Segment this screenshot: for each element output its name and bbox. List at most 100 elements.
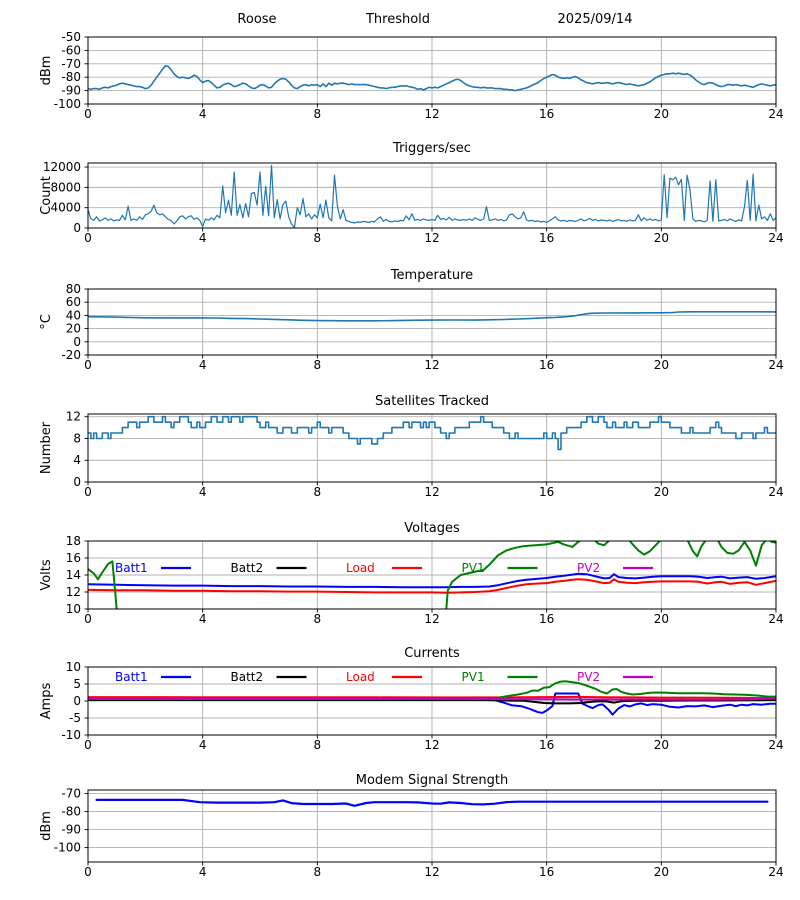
satellites-svg: 0 4 8 12 16 20 24 0 4 8 12 Satellites Tracked Number — [39, 394, 784, 499]
svg-text:60: 60 — [66, 295, 81, 309]
svg-text:4: 4 — [199, 485, 207, 499]
svg-text:Count: Count — [39, 176, 54, 215]
svg-text:8: 8 — [314, 485, 322, 499]
svg-text:12: 12 — [424, 358, 439, 372]
series-pv2-line — [88, 697, 776, 701]
svg-text:-100: -100 — [54, 841, 81, 855]
svg-text:°C: °C — [39, 314, 54, 330]
svg-text:Triggers/sec: Triggers/sec — [392, 141, 471, 156]
svg-text:4: 4 — [199, 358, 207, 372]
svg-text:8: 8 — [314, 358, 322, 372]
legend-label-batt1: Batt1 — [115, 670, 148, 684]
threshold-title: Threshold — [365, 12, 431, 27]
svg-text:-70: -70 — [61, 57, 81, 71]
svg-text:0: 0 — [84, 865, 92, 879]
svg-text:12: 12 — [424, 485, 439, 499]
svg-text:8: 8 — [314, 612, 322, 626]
svg-text:10: 10 — [66, 602, 81, 616]
svg-text:12000: 12000 — [43, 160, 81, 174]
svg-text:12: 12 — [424, 865, 439, 879]
svg-text:dBm: dBm — [39, 811, 54, 841]
svg-text:-5: -5 — [69, 711, 81, 725]
svg-text:24: 24 — [768, 865, 783, 879]
triggers-chart: 0 4 8 12 16 20 24 0 4000 8000 12000 Triggers/sec Cou… — [0, 130, 800, 260]
svg-text:-50: -50 — [61, 30, 81, 44]
svg-text:10: 10 — [66, 660, 81, 674]
svg-text:-100: -100 — [54, 97, 81, 111]
triggers-svg: 0 4 8 12 16 20 24 0 4000 8000 12000 Triggers/sec Cou… — [39, 141, 784, 245]
svg-text:-60: -60 — [61, 43, 81, 57]
svg-text:-10: -10 — [61, 728, 81, 742]
signal-strength-chart: 0 4 8 12 16 20 24 -50 -60 -70 -80 -90 -100 dBm — [0, 0, 800, 130]
modem-signal-chart: 0 4 8 12 16 20 24 -70 -80 -90 -100 Modem Signal Str… — [0, 765, 800, 900]
svg-text:8000: 8000 — [50, 180, 81, 194]
series-number-line — [88, 415, 776, 451]
svg-text:16: 16 — [539, 738, 554, 752]
svg-text:-90: -90 — [61, 84, 81, 98]
series-batt1-line — [88, 692, 776, 716]
svg-text:12: 12 — [66, 410, 81, 424]
series-pv1-line — [88, 541, 776, 609]
svg-text:12: 12 — [424, 231, 439, 245]
svg-text:20: 20 — [66, 322, 81, 336]
svg-text:-80: -80 — [61, 805, 81, 819]
svg-text:Voltages: Voltages — [404, 521, 460, 536]
voltages-chart: 0 4 8 12 16 20 24 10 12 14 16 18 Voltages Volts Batt1 B… — [0, 515, 800, 640]
svg-text:12: 12 — [66, 585, 81, 599]
legend-label-pv2: PV2 — [577, 561, 600, 575]
legend-label-batt2: Batt2 — [231, 561, 264, 575]
svg-text:16: 16 — [66, 551, 81, 565]
temperature-chart: 0 4 8 12 16 20 24 -20 0 20 40 60 80 Temperature °C — [0, 260, 800, 385]
legend-label-pv1: PV1 — [462, 561, 485, 575]
svg-text:dBm: dBm — [39, 56, 54, 86]
svg-text:8: 8 — [314, 107, 322, 121]
svg-text:4: 4 — [199, 107, 207, 121]
series-dbm-line — [88, 65, 776, 92]
svg-text:0: 0 — [73, 694, 81, 708]
svg-text:20: 20 — [654, 612, 669, 626]
svg-text:0: 0 — [84, 738, 92, 752]
svg-text:24: 24 — [768, 107, 783, 121]
svg-text:-20: -20 — [61, 348, 81, 362]
svg-text:Modem Signal Strength: Modem Signal Strength — [356, 773, 509, 788]
svg-text:4: 4 — [199, 231, 207, 245]
svg-text:16: 16 — [539, 107, 554, 121]
svg-text:20: 20 — [654, 738, 669, 752]
legend-label-batt2: Batt2 — [231, 670, 264, 684]
svg-text:16: 16 — [539, 485, 554, 499]
svg-text:Currents: Currents — [404, 646, 460, 661]
voltages-svg: 0 4 8 12 16 20 24 10 12 14 16 18 Voltages Volts Batt1 B… — [39, 521, 784, 626]
svg-text:0: 0 — [73, 221, 81, 235]
svg-text:Satellites Tracked: Satellites Tracked — [375, 394, 489, 409]
svg-text:80: 80 — [66, 282, 81, 296]
svg-text:4: 4 — [199, 738, 207, 752]
svg-text:-70: -70 — [61, 787, 81, 801]
svg-text:0: 0 — [84, 107, 92, 121]
svg-text:Amps: Amps — [39, 682, 54, 719]
series-batt1-line — [88, 572, 776, 589]
svg-text:0: 0 — [84, 612, 92, 626]
svg-text:20: 20 — [654, 485, 669, 499]
svg-text:20: 20 — [654, 107, 669, 121]
svg-text:0: 0 — [73, 335, 81, 349]
station-title: Roose — [237, 12, 277, 27]
currents-chart: 0 4 8 12 16 20 24 -10 -5 0 5 10 Currents Amps Batt1 Bat… — [0, 640, 800, 765]
svg-text:12: 12 — [424, 107, 439, 121]
svg-text:16: 16 — [539, 231, 554, 245]
svg-text:0: 0 — [84, 231, 92, 245]
modem-signal-svg: 0 4 8 12 16 20 24 -70 -80 -90 -100 Modem Signal Str… — [39, 773, 784, 879]
svg-text:24: 24 — [768, 358, 783, 372]
svg-text:4: 4 — [199, 865, 207, 879]
date-title: 2025/09/14 — [557, 12, 633, 27]
legend-label-batt1: Batt1 — [115, 561, 148, 575]
svg-text:4: 4 — [73, 453, 81, 467]
series-load-line — [88, 695, 776, 700]
satellites-chart: 0 4 8 12 16 20 24 0 4 8 12 Satellites Tracked Number — [0, 385, 800, 515]
series-°c-line — [88, 311, 776, 322]
series-load-line — [88, 578, 776, 594]
svg-text:8: 8 — [314, 231, 322, 245]
svg-text:5: 5 — [73, 677, 81, 691]
